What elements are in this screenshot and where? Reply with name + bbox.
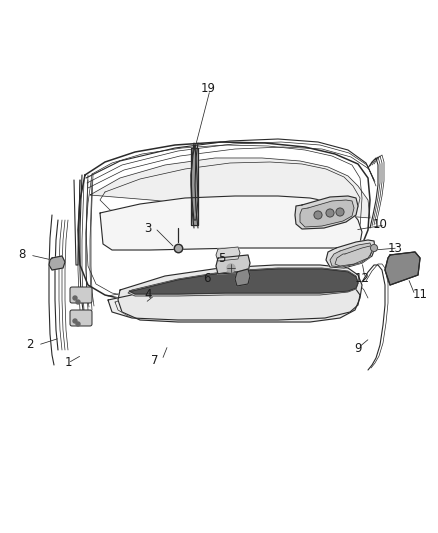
Text: 8: 8 <box>18 248 26 262</box>
Text: 19: 19 <box>201 82 215 94</box>
Text: 3: 3 <box>144 222 152 235</box>
Text: 7: 7 <box>151 353 159 367</box>
Text: 2: 2 <box>26 338 34 351</box>
Polygon shape <box>128 268 358 296</box>
Text: 9: 9 <box>354 342 362 354</box>
Circle shape <box>227 264 235 272</box>
Circle shape <box>326 209 334 217</box>
Polygon shape <box>295 196 358 229</box>
Polygon shape <box>100 196 362 250</box>
Polygon shape <box>191 148 198 225</box>
Text: 5: 5 <box>218 252 226 264</box>
Text: 1: 1 <box>64 357 72 369</box>
FancyBboxPatch shape <box>70 287 92 303</box>
Polygon shape <box>300 200 354 227</box>
Text: 13: 13 <box>388 241 403 254</box>
Polygon shape <box>108 280 360 320</box>
Polygon shape <box>191 145 198 220</box>
Text: 11: 11 <box>413 288 427 302</box>
Circle shape <box>73 319 77 323</box>
Circle shape <box>73 296 77 300</box>
Circle shape <box>76 322 80 326</box>
Circle shape <box>336 208 344 216</box>
Text: 10: 10 <box>373 219 388 231</box>
Polygon shape <box>118 265 362 322</box>
Circle shape <box>371 245 378 252</box>
Polygon shape <box>49 256 65 270</box>
Polygon shape <box>216 247 240 261</box>
Text: 4: 4 <box>144 288 152 302</box>
Circle shape <box>76 300 80 304</box>
Polygon shape <box>326 240 375 268</box>
Polygon shape <box>330 243 372 267</box>
Polygon shape <box>129 269 358 294</box>
Polygon shape <box>90 158 370 218</box>
Text: 6: 6 <box>203 271 211 285</box>
Circle shape <box>314 211 322 219</box>
Text: 12: 12 <box>354 271 370 285</box>
Polygon shape <box>235 269 250 286</box>
Polygon shape <box>216 255 250 274</box>
Polygon shape <box>385 252 420 285</box>
FancyBboxPatch shape <box>70 310 92 326</box>
